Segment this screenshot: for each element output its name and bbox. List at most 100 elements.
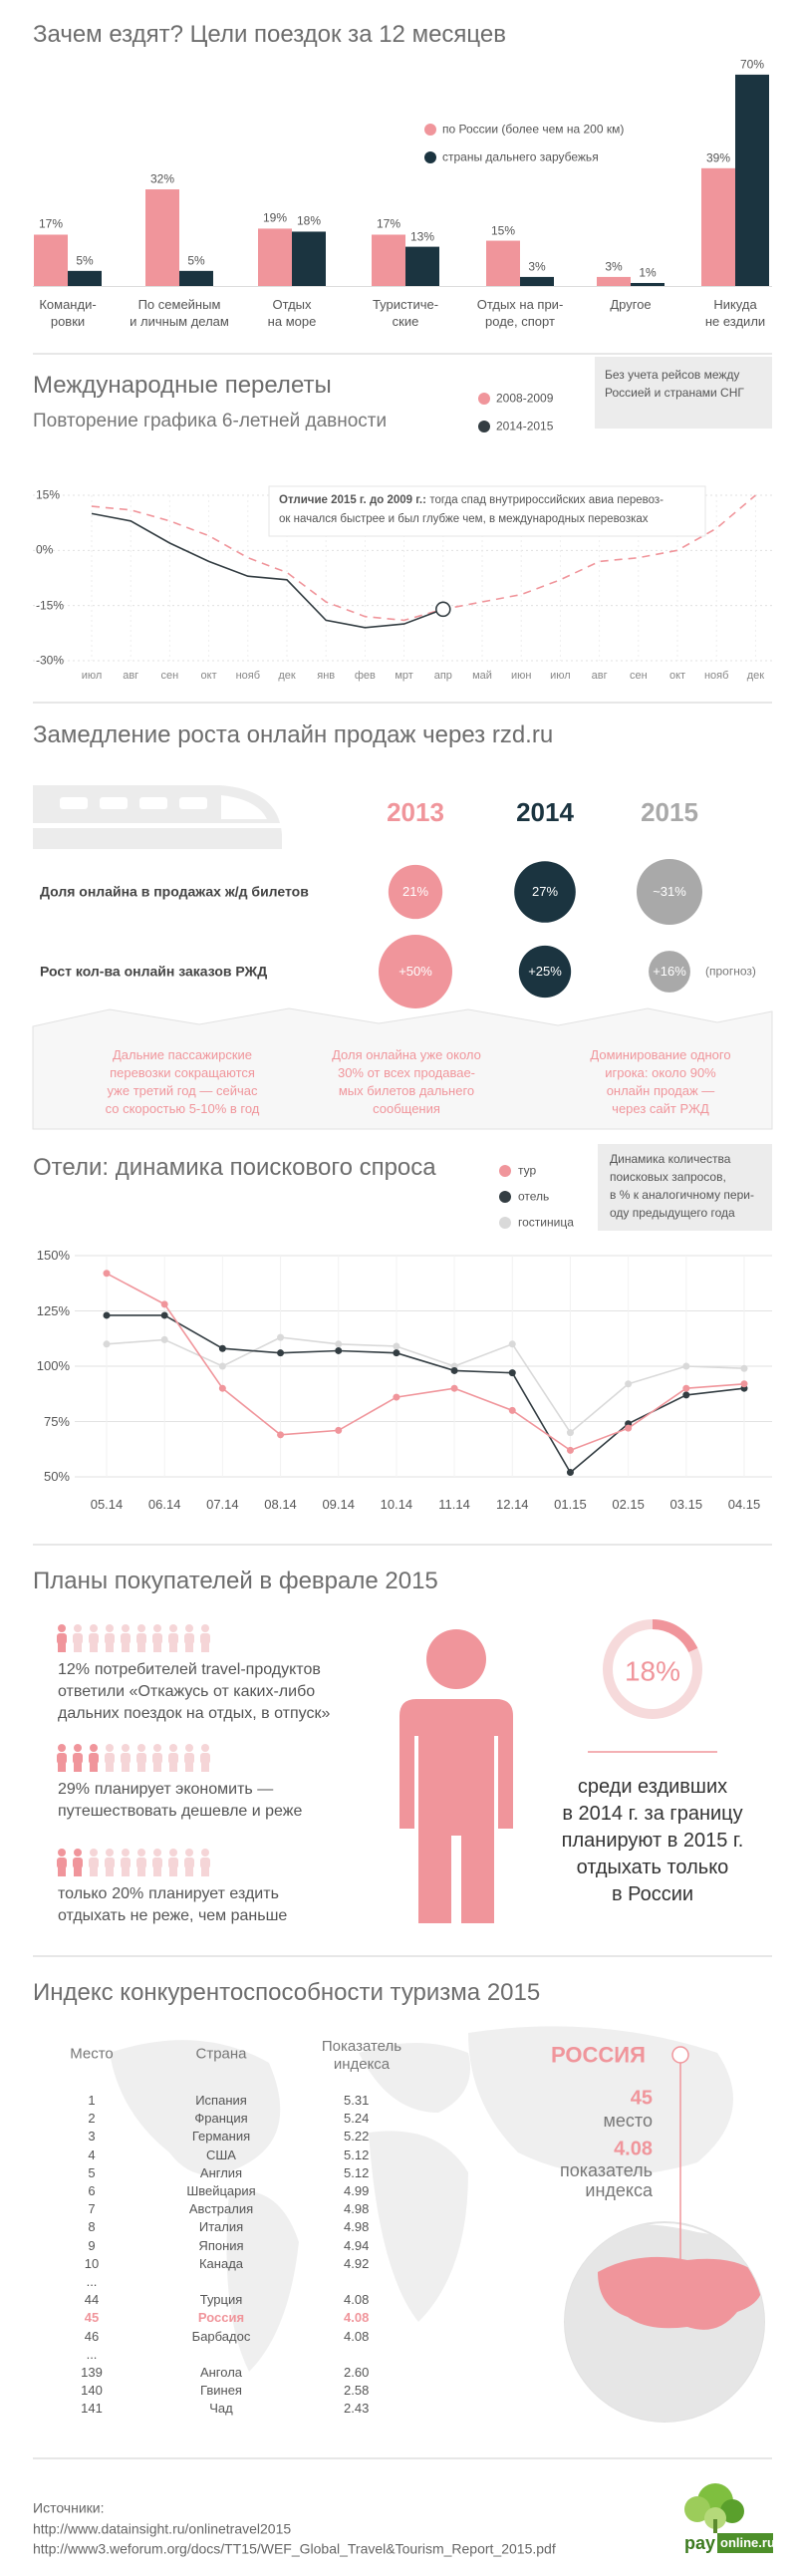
legend-label: 2008-2009	[496, 391, 554, 406]
table-cell: Турция	[199, 2292, 243, 2308]
table-cell: 4.08	[344, 2292, 370, 2308]
legend-label: гостиница	[518, 1215, 574, 1230]
highlight-score-label: показатель индекса	[559, 2160, 653, 2200]
person-body	[184, 1633, 194, 1644]
bubble-label: +25%	[528, 963, 562, 979]
bubble	[514, 861, 576, 923]
logo-tree	[720, 2499, 744, 2523]
person-legs	[153, 1867, 161, 1876]
table-cell: 4.08	[344, 2310, 370, 2326]
person-head	[106, 1624, 114, 1632]
x-tick-label: июл	[550, 670, 571, 683]
russia-shape	[598, 2256, 763, 2330]
person-legs	[106, 1763, 114, 1772]
data-label: 5%	[187, 253, 205, 268]
person-legs	[74, 1867, 82, 1876]
world-map	[110, 2040, 281, 2175]
point	[335, 1426, 343, 1434]
line-series	[91, 494, 756, 622]
person-body	[152, 1633, 162, 1644]
person-body	[136, 1858, 146, 1868]
person-legs	[137, 1867, 145, 1876]
table-cell: 5.12	[344, 2164, 370, 2180]
plan-value: 12%	[58, 1661, 91, 1678]
table-cell: 2	[88, 2111, 96, 2127]
table-cell: 4.98	[344, 2219, 370, 2235]
person-legs	[185, 1643, 193, 1652]
y-tick-label: 15%	[36, 487, 61, 502]
bar	[701, 167, 735, 286]
table-cell: США	[206, 2147, 236, 2162]
point	[218, 1362, 226, 1370]
highlight-rank: 45	[630, 2087, 653, 2110]
column-header: Страна	[195, 2045, 247, 2063]
x-tick-label: сен	[160, 670, 179, 683]
legend-label: отель	[518, 1189, 550, 1204]
data-label: 32%	[149, 171, 175, 186]
person-head	[58, 1624, 66, 1632]
legend-marker	[424, 151, 436, 163]
person-legs	[58, 1643, 66, 1652]
person-head	[122, 1744, 130, 1752]
table-cell: 5.12	[344, 2147, 370, 2162]
data-label: 1%	[639, 265, 657, 280]
table-cell: Гвинея	[200, 2383, 242, 2399]
section-title: Планы покупателей в феврале 2015	[33, 1568, 438, 1594]
person-head	[122, 1624, 130, 1632]
plan-description: потребителей travel-продуктов ответили «…	[58, 1661, 331, 1722]
x-tick-label: Отдых на при- роде, спорт	[476, 297, 564, 329]
table-cell: 5.31	[344, 2092, 370, 2108]
person-body	[184, 1753, 194, 1764]
person-body	[121, 1753, 131, 1764]
person-head	[201, 1849, 209, 1857]
point	[393, 1349, 400, 1357]
table-cell: 4.99	[344, 2182, 370, 2198]
person-head	[201, 1624, 209, 1632]
donut-label: 18%	[624, 1655, 681, 1687]
x-tick-label: май	[472, 670, 492, 683]
legend-label: по России (более чем на 200 км)	[442, 122, 625, 137]
logo-text: online.ru	[720, 2534, 775, 2550]
bar	[68, 270, 102, 286]
column-header: Показатель индекса	[321, 2038, 402, 2073]
highlight-country: РОССИЯ	[551, 2042, 646, 2068]
point	[508, 1369, 516, 1377]
column-header: Место	[70, 2045, 114, 2063]
annotation-title: Отличие 2015 г. до 2009 г.:	[279, 494, 426, 506]
x-tick-label: 01.15	[554, 1496, 587, 1512]
table-cell: 4.08	[344, 2328, 370, 2344]
person-head	[90, 1849, 98, 1857]
people-highlighted	[57, 1744, 99, 1772]
x-tick-label: Отдых на море	[267, 297, 317, 329]
column-year: 2015	[641, 796, 698, 827]
legend-marker	[424, 124, 436, 136]
person-body	[57, 1753, 67, 1764]
bar	[372, 234, 405, 286]
bubble	[637, 859, 702, 925]
table-cell: 4	[88, 2147, 96, 2162]
data-label: 70%	[739, 57, 765, 72]
person-body	[168, 1633, 178, 1644]
table-cell: 2.43	[344, 2401, 370, 2417]
data-label: 19%	[262, 210, 288, 225]
person-body	[89, 1753, 99, 1764]
table-cell: 139	[81, 2364, 103, 2380]
point	[277, 1431, 285, 1439]
table-cell: Германия	[191, 2129, 251, 2145]
table-cell: 2.58	[344, 2383, 370, 2399]
person-body	[57, 1858, 67, 1868]
person-body	[73, 1858, 83, 1868]
end-marker	[434, 601, 451, 618]
person-legs	[153, 1643, 161, 1652]
point	[103, 1340, 111, 1348]
person-head	[106, 1849, 114, 1857]
table-cell: Италия	[198, 2219, 244, 2235]
line-series	[91, 512, 444, 629]
globe-land	[565, 2224, 764, 2422]
line-series	[106, 1336, 745, 1434]
plan-text: только 20% планирует ездить отдыхать не ре…	[58, 1883, 287, 1927]
person-legs	[58, 1763, 66, 1772]
person-legs	[74, 1643, 82, 1652]
person-head	[153, 1849, 161, 1857]
